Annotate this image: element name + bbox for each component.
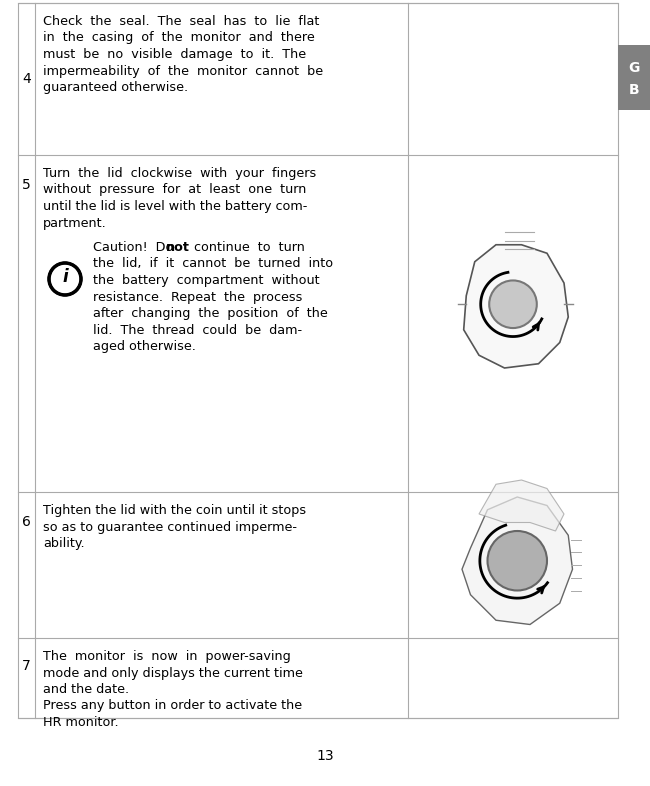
Bar <box>618 45 650 110</box>
Text: without  pressure  for  at  least  one  turn: without pressure for at least one turn <box>43 183 306 196</box>
Text: 5: 5 <box>22 178 31 192</box>
Text: G: G <box>629 61 640 75</box>
Circle shape <box>488 531 547 590</box>
Text: Turn  the  lid  clockwise  with  your  fingers: Turn the lid clockwise with your fingers <box>43 167 317 180</box>
Text: Caution!  Do: Caution! Do <box>93 241 177 254</box>
Text: in  the  casing  of  the  monitor  and  there: in the casing of the monitor and there <box>43 31 315 45</box>
Text: so as to guarantee continued imperme-: so as to guarantee continued imperme- <box>43 520 297 534</box>
Text: continue  to  turn: continue to turn <box>186 241 305 254</box>
Text: 4: 4 <box>22 72 31 86</box>
Text: Check  the  seal.  The  seal  has  to  lie  flat: Check the seal. The seal has to lie flat <box>43 15 319 28</box>
Text: Tighten the lid with the coin until it stops: Tighten the lid with the coin until it s… <box>43 504 306 517</box>
Text: until the lid is level with the battery com-: until the lid is level with the battery … <box>43 200 307 213</box>
Text: and the date.: and the date. <box>43 683 129 696</box>
Text: 6: 6 <box>22 515 31 529</box>
Circle shape <box>489 281 537 328</box>
Text: partment.: partment. <box>43 216 107 230</box>
Text: not: not <box>166 241 190 254</box>
Text: resistance.  Repeat  the  process: resistance. Repeat the process <box>93 291 302 303</box>
Text: impermeability  of  the  monitor  cannot  be: impermeability of the monitor cannot be <box>43 64 323 78</box>
Text: 7: 7 <box>22 659 31 673</box>
Text: Press any button in order to activate the: Press any button in order to activate th… <box>43 700 302 712</box>
Text: mode and only displays the current time: mode and only displays the current time <box>43 667 303 680</box>
Text: must  be  no  visible  damage  to  it.  The: must be no visible damage to it. The <box>43 48 306 61</box>
Text: i: i <box>62 268 68 286</box>
Polygon shape <box>462 497 573 625</box>
Text: lid.  The  thread  could  be  dam-: lid. The thread could be dam- <box>93 324 302 336</box>
Text: after  changing  the  position  of  the: after changing the position of the <box>93 307 328 320</box>
Text: aged otherwise.: aged otherwise. <box>93 340 196 353</box>
Polygon shape <box>463 244 568 368</box>
Text: the  battery  compartment  without: the battery compartment without <box>93 274 320 287</box>
Text: guaranteed otherwise.: guaranteed otherwise. <box>43 81 188 94</box>
Circle shape <box>49 263 81 295</box>
Text: B: B <box>629 83 640 97</box>
Text: 13: 13 <box>316 749 334 763</box>
Polygon shape <box>479 480 564 531</box>
Text: HR monitor.: HR monitor. <box>43 716 118 729</box>
Text: The  monitor  is  now  in  power-saving: The monitor is now in power-saving <box>43 650 291 663</box>
Text: ability.: ability. <box>43 537 84 550</box>
Text: the  lid,  if  it  cannot  be  turned  into: the lid, if it cannot be turned into <box>93 258 333 270</box>
